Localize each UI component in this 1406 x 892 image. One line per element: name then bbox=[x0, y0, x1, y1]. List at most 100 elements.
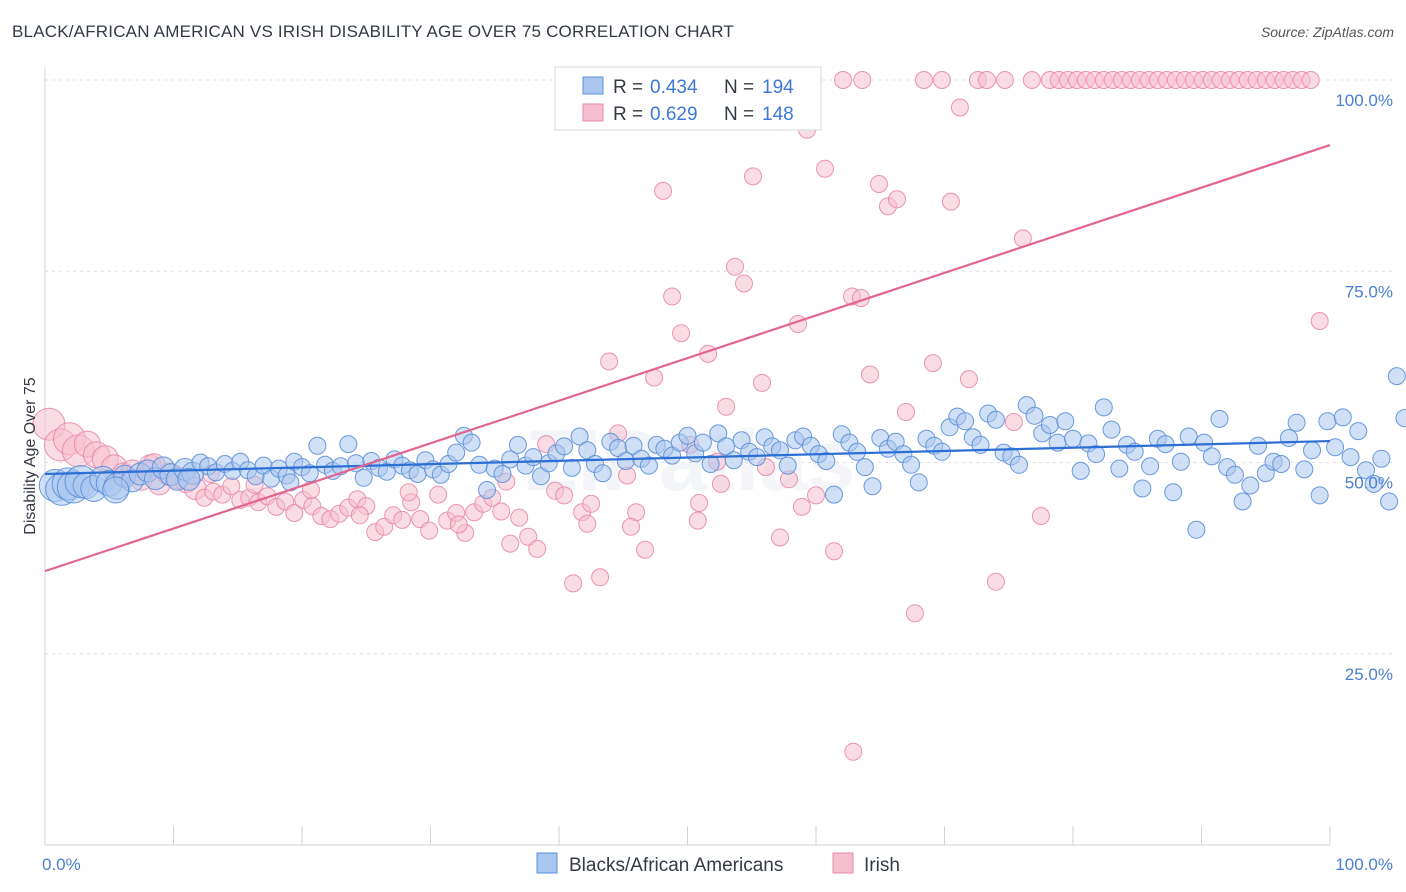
irish-point bbox=[905, 604, 924, 623]
blacks-point bbox=[825, 485, 843, 504]
blacks-point bbox=[102, 476, 130, 504]
blacks-point bbox=[1141, 457, 1160, 476]
blacks-point bbox=[1202, 447, 1221, 466]
blacks-point bbox=[1318, 412, 1337, 431]
blacks-point bbox=[1094, 398, 1113, 417]
blacks-point bbox=[778, 456, 797, 475]
irish-point bbox=[578, 514, 597, 533]
x-tick-label-max: 100.0% bbox=[1335, 855, 1393, 874]
legend-n-value-blue: 194 bbox=[762, 77, 794, 98]
blacks-points bbox=[38, 367, 1406, 539]
x-tick-label-min: 0.0% bbox=[42, 855, 81, 874]
irish-point bbox=[986, 572, 1005, 591]
irish-point bbox=[753, 373, 771, 392]
irish-point bbox=[977, 71, 996, 89]
blacks-point bbox=[593, 464, 612, 483]
blacks-point bbox=[1233, 492, 1252, 511]
bottom-legend-swatch-pink bbox=[832, 852, 854, 874]
blacks-point bbox=[1272, 455, 1291, 473]
blacks-point bbox=[470, 455, 489, 474]
y-axis-title: Disability Age Over 75 bbox=[22, 377, 39, 535]
irish-point bbox=[995, 71, 1014, 89]
blacks-point bbox=[478, 481, 496, 499]
irish-point bbox=[429, 485, 448, 504]
irish-point bbox=[853, 71, 872, 89]
irish-point bbox=[726, 257, 744, 276]
x-ticks bbox=[44, 826, 1331, 845]
blacks-point bbox=[1380, 492, 1399, 511]
blacks-point bbox=[709, 424, 728, 443]
irish-point bbox=[690, 494, 709, 512]
blacks-point bbox=[1210, 409, 1229, 428]
blacks-point bbox=[1341, 448, 1360, 467]
blacks-point bbox=[1064, 429, 1082, 448]
irish-point bbox=[600, 352, 619, 371]
irish-point bbox=[950, 98, 969, 117]
blacks-point bbox=[1249, 436, 1267, 455]
irish-point bbox=[807, 486, 825, 505]
blacks-point bbox=[1187, 520, 1206, 539]
source-label: Source: ZipAtlas.com bbox=[1260, 24, 1394, 40]
legend-r-label-pink: R = bbox=[613, 104, 643, 125]
bottom-legend-label-blue: Blacks/African Americans bbox=[569, 855, 783, 876]
blacks-point bbox=[986, 410, 1005, 429]
blacks-point bbox=[701, 455, 720, 473]
blacks-point bbox=[1195, 433, 1214, 452]
irish-point bbox=[501, 534, 520, 553]
irish-point bbox=[888, 190, 906, 209]
blacks-point bbox=[616, 452, 635, 470]
irish-point bbox=[449, 515, 468, 534]
blacks-point bbox=[447, 443, 466, 462]
blacks-point bbox=[1387, 367, 1406, 386]
irish-point bbox=[744, 167, 762, 186]
blacks-point bbox=[1287, 413, 1306, 432]
blacks-point bbox=[1110, 459, 1129, 478]
irish-point bbox=[923, 354, 942, 373]
irish-point bbox=[861, 365, 879, 384]
y-tick-label-75: 75.0% bbox=[1345, 282, 1393, 301]
blacks-point bbox=[1333, 408, 1352, 427]
irish-point bbox=[834, 71, 852, 89]
legend-r-value-blue: 0.434 bbox=[650, 77, 698, 98]
irish-point bbox=[492, 502, 511, 521]
irish-point bbox=[688, 511, 707, 530]
blacks-point bbox=[1056, 412, 1075, 431]
blacks-point bbox=[639, 456, 658, 475]
blacks-point bbox=[570, 427, 589, 446]
irish-point bbox=[510, 508, 529, 527]
irish-point bbox=[792, 497, 811, 516]
irish-point bbox=[399, 483, 418, 502]
trend-lines bbox=[44, 143, 1331, 573]
legend-r-value-pink: 0.629 bbox=[650, 104, 698, 125]
irish-point bbox=[350, 506, 369, 525]
blacks-point bbox=[1087, 445, 1106, 464]
irish-point bbox=[564, 574, 583, 593]
blacks-point bbox=[693, 433, 712, 452]
blacks-point bbox=[493, 465, 512, 483]
bottom-legend: Blacks/African Americans Irish bbox=[536, 852, 900, 876]
blacks-point bbox=[177, 467, 201, 491]
blacks-point bbox=[1164, 483, 1183, 502]
irish-point bbox=[771, 528, 789, 547]
legend-n-value-pink: 148 bbox=[762, 104, 794, 125]
blacks-point bbox=[1179, 427, 1198, 446]
irish-point bbox=[528, 539, 547, 558]
blacks-point bbox=[956, 412, 975, 431]
bottom-legend-swatch-blue bbox=[536, 852, 558, 874]
legend-box: R = 0.434 N = 194 R = 0.629 N = 148 bbox=[554, 66, 822, 131]
irish-point bbox=[591, 568, 610, 587]
blacks-point bbox=[855, 458, 874, 477]
irish-point bbox=[959, 370, 978, 389]
y-tick-label-50: 50.0% bbox=[1345, 474, 1393, 493]
irish-point bbox=[735, 274, 753, 293]
blacks-point bbox=[1364, 474, 1383, 493]
irish-point bbox=[870, 175, 888, 193]
irish-point bbox=[1004, 413, 1023, 431]
blacks-point bbox=[300, 464, 319, 483]
blacks-point bbox=[863, 477, 882, 496]
irish-point bbox=[711, 474, 730, 493]
irish-point bbox=[825, 542, 843, 561]
blacks-point bbox=[1071, 461, 1090, 480]
blacks-point bbox=[1171, 452, 1190, 471]
